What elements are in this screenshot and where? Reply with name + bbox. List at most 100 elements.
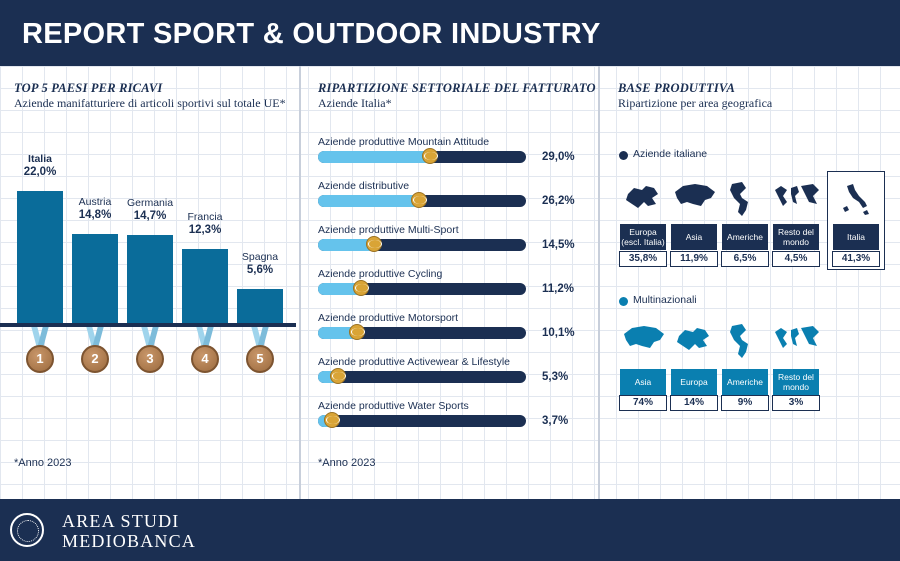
mediobanca-seal-icon xyxy=(10,513,44,547)
sector-label: Aziende produttive Water Sports xyxy=(318,400,469,412)
italian-europe-value: 35,8% xyxy=(619,251,667,267)
bar-country-label: Germania xyxy=(126,196,174,209)
page-title: REPORT SPORT & OUTDOOR INDUSTRY xyxy=(22,18,601,50)
italian-americas-value: 6,5% xyxy=(721,251,769,267)
bar-value-label: 22,0% xyxy=(23,166,57,178)
multi-americas-value: 9% xyxy=(721,395,769,411)
multi-world-label: Resto del mondo xyxy=(773,369,819,395)
tennis-ball-icon xyxy=(365,236,382,252)
bar-spagna xyxy=(237,289,283,323)
italian-americas-label: Americhe xyxy=(722,224,768,250)
bar-country-label: Italia xyxy=(28,153,52,165)
sector-label: Aziende produttive Mountain Attitude xyxy=(318,136,490,148)
multi-europe-map-icon xyxy=(677,328,709,350)
bar-germania xyxy=(127,234,173,323)
sector-bar xyxy=(318,148,526,164)
italian-world-map-icon xyxy=(775,184,819,206)
sector-bar-fill xyxy=(318,151,430,163)
sector-value: 5,3% xyxy=(542,371,569,383)
tennis-ball-icon xyxy=(353,280,370,296)
bar-country-label: Francia xyxy=(187,211,223,224)
multi-world-value: 3% xyxy=(772,395,820,411)
sector-value: 11,2% xyxy=(542,283,574,295)
sector-label: Aziende produttive Cycling xyxy=(318,268,443,280)
multi-americas-label: Americhe xyxy=(722,369,768,395)
italian-europe-label: Europa (escl. Italia) xyxy=(620,224,666,250)
footer-bar: AREA STUDI MEDIOBANCA xyxy=(0,499,900,561)
panel-divider-right xyxy=(598,66,600,499)
chart-baseline xyxy=(0,323,296,327)
medal-rank-1: 1 xyxy=(26,345,54,373)
multi-world-map-icon-shape xyxy=(775,326,819,348)
bar-francia xyxy=(182,249,228,323)
multi-asia-map-icon xyxy=(624,326,664,348)
medal-rank-2: 2 xyxy=(81,345,109,373)
italian-asia-value: 11,9% xyxy=(670,251,718,267)
bar-country-label: Austria xyxy=(78,196,112,209)
multi-asia-value: 74% xyxy=(619,395,667,411)
legend-dot-multi xyxy=(619,297,628,306)
italian-americas-map-icon-shape xyxy=(730,182,748,216)
italian-italy-value: 41,3% xyxy=(832,251,880,267)
panel3-subtitle: Ripartizione per area geografica xyxy=(618,96,773,110)
panel2-subtitle: Aziende Italia* xyxy=(318,96,392,110)
sector-bar-fill xyxy=(318,195,419,207)
medal-rank-3: 3 xyxy=(136,345,164,373)
bar-value-label: 12,3% xyxy=(188,224,222,237)
tennis-ball-icon xyxy=(348,324,365,340)
medal-ribbon xyxy=(199,327,211,347)
sector-bar-fill xyxy=(318,239,374,251)
panel3-title: BASE PRODUTTIVA xyxy=(618,81,736,95)
sector-value: 10,1% xyxy=(542,327,575,339)
panel2-note: *Anno 2023 xyxy=(318,457,376,469)
bar-value-label: 5,6% xyxy=(246,264,274,277)
multi-world-map-icon xyxy=(775,326,819,348)
italian-asia-label: Asia xyxy=(671,224,717,250)
italian-asia-map-icon xyxy=(675,184,715,206)
medal-rank-5: 5 xyxy=(246,345,274,373)
italian-asia-map-icon-shape xyxy=(675,184,715,206)
panel-divider-left xyxy=(299,66,301,499)
sector-value: 14,5% xyxy=(542,239,575,251)
sector-bar xyxy=(318,368,526,384)
panel1-title: TOP 5 PAESI PER RICAVI xyxy=(14,81,163,95)
sector-bar xyxy=(318,280,526,296)
bar-italia xyxy=(17,191,63,323)
footer-line1: AREA STUDI xyxy=(62,511,180,531)
sector-label: Aziende produttive Motorsport xyxy=(318,312,459,324)
bar-value-label: 14,8% xyxy=(78,209,112,222)
sector-label: Aziende produttive Multi-Sport xyxy=(318,224,459,236)
sector-value: 3,7% xyxy=(542,415,569,427)
multi-asia-map-icon-shape xyxy=(624,326,664,348)
sector-bar-fill xyxy=(318,283,362,295)
sector-bar xyxy=(318,412,526,428)
multi-asia-label: Asia xyxy=(620,369,666,395)
legend-italian: Aziende italiane xyxy=(633,148,708,160)
tennis-ball-icon xyxy=(330,368,347,384)
italian-italy-map-icon xyxy=(843,184,869,215)
footer-line2: MEDIOBANCA xyxy=(62,531,197,551)
sector-value: 26,2% xyxy=(542,195,575,207)
bar-austria xyxy=(72,234,118,323)
legend-multi: Multinazionali xyxy=(633,294,697,306)
medal-ribbon xyxy=(254,327,266,347)
sector-value: 29,0% xyxy=(542,151,575,163)
bar-country-label: Spagna xyxy=(241,251,279,264)
italian-italy-map-icon-shape xyxy=(843,184,869,215)
medal-ribbon xyxy=(89,327,101,347)
legend-dot-italian xyxy=(619,151,628,160)
multi-europe-map-icon-shape xyxy=(677,328,709,350)
multi-americas-map-icon xyxy=(730,324,748,358)
sector-label: Aziende distributive xyxy=(318,180,410,192)
sector-label: Aziende produttive Activewear & Lifestyl… xyxy=(318,356,511,368)
italian-world-map-icon-shape xyxy=(775,184,819,206)
panel1-subtitle: Aziende manifatturiere di articoli sport… xyxy=(14,96,286,110)
tennis-ball-icon xyxy=(410,192,427,208)
multi-europe-label: Europa xyxy=(671,369,717,395)
medal-ribbon xyxy=(34,327,46,347)
multi-americas-map-icon-shape xyxy=(730,324,748,358)
italian-europe-map-icon xyxy=(626,186,658,208)
tennis-ball-icon xyxy=(421,148,438,164)
header-bar: REPORT SPORT & OUTDOOR INDUSTRY xyxy=(0,0,900,66)
tennis-ball-icon xyxy=(324,412,341,428)
